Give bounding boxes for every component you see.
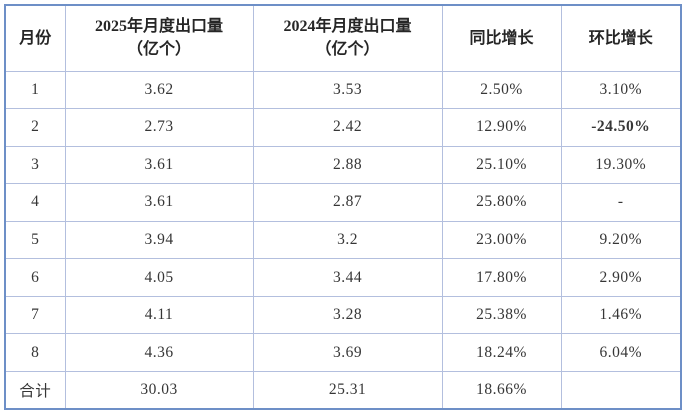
header-line: 环比增长: [588, 29, 653, 47]
table-body: 1 3.62 3.53 2.50% 3.10% 2 2.73 2.42 12.90% -24.50…: [4, 70, 682, 410]
header-line: 同比增长: [469, 29, 534, 47]
header-cell: 同比增长: [441, 4, 562, 72]
header-cell: 环比增长: [560, 4, 682, 72]
table-cell: 23.00%: [441, 220, 562, 260]
table-cell: 3.94: [64, 220, 254, 260]
table-cell: 6.04%: [560, 333, 682, 372]
table-cell: 25.10%: [441, 145, 562, 185]
table-cell: 3.62: [64, 70, 254, 110]
table-cell: 5: [4, 220, 66, 260]
table-cell: 4.05: [64, 258, 254, 297]
table-cell: 6: [4, 258, 66, 297]
table-cell: 3.61: [64, 183, 254, 222]
table-row: 8 4.36 3.69 18.24% 6.04%: [4, 333, 682, 372]
table-cell: 12.90%: [441, 108, 562, 147]
table-cell: 3: [4, 145, 66, 185]
header-row: 月份 2025年月度出口量 （亿个） 2024年月度出口量 （亿个） 同比增长 环比增长: [4, 4, 682, 72]
table-cell: 25.80%: [441, 183, 562, 222]
table-cell: 8: [4, 333, 66, 372]
table-cell: 2: [4, 108, 66, 147]
monthly-export-volume-table: 月份 2025年月度出口量 （亿个） 2024年月度出口量 （亿个） 同比增长 环比增长 1…: [4, 4, 682, 410]
table-cell: 17.80%: [441, 258, 562, 297]
table-cell: 2.73: [64, 108, 254, 147]
table-row: 5 3.94 3.2 23.00% 9.20%: [4, 220, 682, 260]
header-line: 2025年月度出口量: [94, 18, 223, 36]
table-cell: 1.46%: [560, 295, 682, 335]
header-cell: 月份: [4, 4, 66, 72]
table-cell: 4.36: [64, 333, 254, 372]
table-row: 1 3.62 3.53 2.50% 3.10%: [4, 70, 682, 110]
table-cell: [560, 370, 682, 410]
table-row: 合计 30.03 25.31 18.66%: [4, 370, 682, 410]
header-cell: 2024年月度出口量 （亿个）: [252, 4, 443, 72]
table-cell: 19.30%: [560, 145, 682, 185]
table-cell: 3.69: [252, 333, 443, 372]
table-cell: 9.20%: [560, 220, 682, 260]
table-cell: 7: [4, 295, 66, 335]
table-cell: 合计: [4, 370, 66, 410]
table-cell: -24.50%: [560, 108, 682, 147]
table-cell: 3.10%: [560, 70, 682, 110]
table-row: 2 2.73 2.42 12.90% -24.50%: [4, 108, 682, 147]
table-row: 3 3.61 2.88 25.10% 19.30%: [4, 145, 682, 185]
table-cell: 18.24%: [441, 333, 562, 372]
header-line: （亿个）: [126, 41, 191, 59]
table-row: 4 3.61 2.87 25.80% -: [4, 183, 682, 222]
table-cell: 2.90%: [560, 258, 682, 297]
table-cell: 30.03: [64, 370, 254, 410]
table-row: 6 4.05 3.44 17.80% 2.90%: [4, 258, 682, 297]
table-cell: 4.11: [64, 295, 254, 335]
table-row: 7 4.11 3.28 25.38% 1.46%: [4, 295, 682, 335]
table-cell: 25.38%: [441, 295, 562, 335]
table-cell: -: [560, 183, 682, 222]
table-cell: 2.50%: [441, 70, 562, 110]
header-line: （亿个）: [315, 41, 380, 59]
table-cell: 2.87: [252, 183, 443, 222]
table-cell: 1: [4, 70, 66, 110]
table-cell: 18.66%: [441, 370, 562, 410]
table-cell: 4: [4, 183, 66, 222]
table-cell: 3.61: [64, 145, 254, 185]
table-cell: 3.53: [252, 70, 443, 110]
header-cell: 2025年月度出口量 （亿个）: [64, 4, 254, 72]
table-container: 月份 2025年月度出口量 （亿个） 2024年月度出口量 （亿个） 同比增长 环比增长 1…: [4, 4, 682, 412]
table-cell: 25.31: [252, 370, 443, 410]
table-header: 月份 2025年月度出口量 （亿个） 2024年月度出口量 （亿个） 同比增长 环比增长: [4, 4, 682, 72]
table-cell: 2.88: [252, 145, 443, 185]
table-cell: 3.2: [252, 220, 443, 260]
table-cell: 3.28: [252, 295, 443, 335]
header-line: 月份: [19, 29, 52, 47]
table-cell: 2.42: [252, 108, 443, 147]
header-line: 2024年月度出口量: [283, 18, 412, 36]
table-cell: 3.44: [252, 258, 443, 297]
